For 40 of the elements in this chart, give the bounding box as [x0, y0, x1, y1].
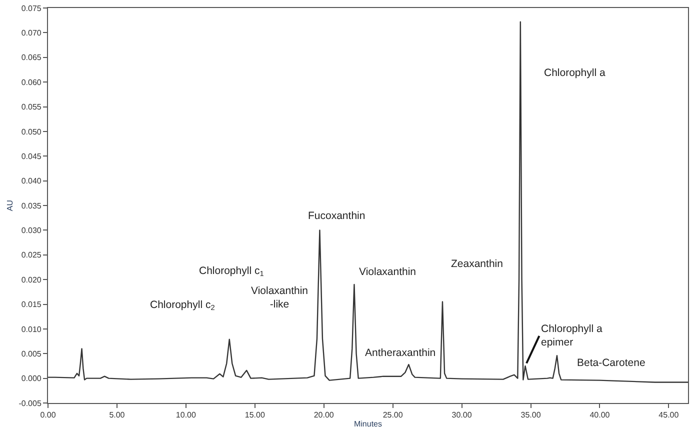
y-tick-label: 0.070 [21, 28, 42, 38]
y-axis-title: AU [5, 200, 14, 212]
annotation: Violaxanthin [359, 266, 416, 278]
y-tick-label: -0.005 [18, 398, 42, 408]
x-tick-label: 10.00 [176, 410, 196, 420]
y-tick-label: 0.060 [21, 78, 42, 87]
y-tick-label: 0.045 [21, 152, 42, 161]
y-tick-label: 0.025 [21, 250, 42, 260]
x-tick-label: 0.00 [40, 410, 56, 420]
x-tick-label: 40.00 [590, 410, 610, 420]
x-tick-label: 30.00 [452, 410, 472, 420]
line-series [48, 21, 688, 383]
y-tick-label: 0.000 [21, 374, 42, 384]
annotation: Chlorophyll a [544, 67, 606, 79]
x-axis-title: Minutes [354, 420, 382, 429]
x-tick-label: 25.00 [382, 410, 404, 420]
x-tick-label: 45.00 [658, 410, 680, 420]
x-tick-label: 5.00 [109, 410, 126, 420]
y-tick-label: 0.075 [21, 4, 42, 13]
y-tick-label: 0.015 [21, 300, 42, 310]
y-tick-label: 0.030 [21, 226, 42, 235]
x-tick-label: 15.00 [244, 410, 266, 420]
x-tick-label: 20.00 [314, 410, 334, 420]
y-tick-label: 0.050 [21, 127, 42, 136]
annotation: Beta-Carotene [577, 357, 646, 369]
y-tick-label: 0.065 [21, 53, 42, 62]
annotation: Zeaxanthin [451, 258, 504, 270]
y-tick-label: 0.010 [21, 324, 42, 334]
y-tick-label: 0.035 [21, 201, 42, 210]
annotation: Chlorophyll c$_{2}$ [150, 299, 215, 312]
y-tick-label: 0.040 [21, 176, 42, 186]
annotation: Antheraxanthin [365, 347, 436, 359]
y-tick-label: 0.005 [21, 349, 42, 358]
annotation: Chlorophyll c$_{1}$ [199, 265, 264, 278]
y-tick-label: 0.055 [21, 102, 42, 112]
x-tick-label: 35.00 [520, 410, 542, 420]
annotation: Chlorophyll a epimer [541, 323, 602, 349]
y-tick-label: 0.020 [21, 275, 42, 284]
annotation: Fucoxanthin [308, 210, 366, 222]
annotation: Violaxanthin -like [251, 285, 308, 311]
